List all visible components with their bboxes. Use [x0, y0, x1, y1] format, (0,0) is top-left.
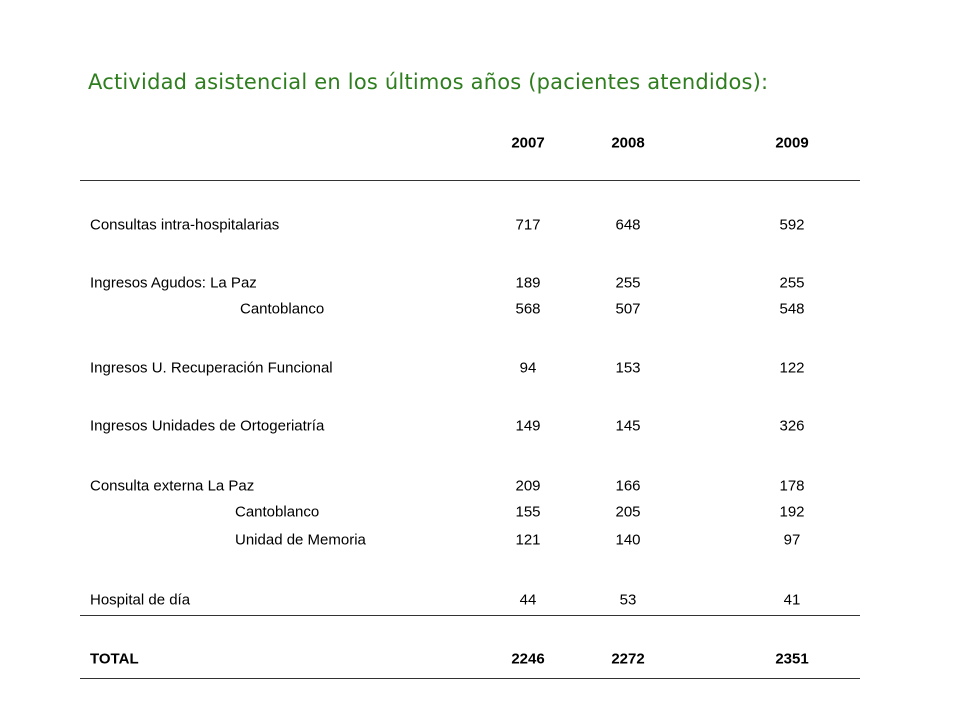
row-value: 717	[515, 216, 541, 234]
total-value: 2246	[511, 650, 545, 668]
row-value: 592	[779, 216, 805, 234]
row-label: Ingresos Agudos: La Paz	[90, 274, 257, 292]
header-rule	[80, 180, 860, 181]
page-title: Actividad asistencial en los últimos año…	[88, 70, 769, 94]
row-value: 121	[515, 531, 541, 549]
row-value: 189	[515, 274, 541, 292]
row-value: 548	[779, 300, 805, 318]
row-label: Consulta externa La Paz	[90, 477, 255, 495]
total-value: 2351	[775, 650, 809, 668]
row-label: Hospital de día	[90, 591, 191, 609]
total-value: 2272	[611, 650, 645, 668]
row-value: 149	[515, 417, 541, 435]
row-value: 178	[779, 477, 805, 495]
row-label: Cantoblanco	[235, 503, 320, 521]
row-value: 568	[515, 300, 541, 318]
row-value: 255	[779, 274, 805, 292]
row-label: Consultas intra-hospitalarias	[90, 216, 280, 234]
row-value: 326	[779, 417, 805, 435]
total-rule-bottom	[80, 678, 860, 679]
row-value: 153	[615, 359, 641, 377]
row-value: 205	[615, 503, 641, 521]
row-label: Unidad de Memoria	[235, 531, 366, 549]
year-header: 2008	[611, 134, 645, 152]
year-header: 2009	[775, 134, 809, 152]
year-header: 2007	[511, 134, 545, 152]
row-value: 166	[615, 477, 641, 495]
row-value: 209	[515, 477, 541, 495]
row-value: 648	[615, 216, 641, 234]
row-label: Ingresos Unidades de Ortogeriatría	[90, 417, 325, 435]
row-value: 53	[619, 591, 637, 609]
row-value: 507	[615, 300, 641, 318]
row-label: Ingresos U. Recuperación Funcional	[90, 359, 333, 377]
row-value: 140	[615, 531, 641, 549]
row-value: 94	[519, 359, 537, 377]
row-value: 97	[783, 531, 801, 549]
total-label: TOTAL	[90, 650, 139, 668]
row-value: 145	[615, 417, 641, 435]
row-value: 41	[783, 591, 801, 609]
row-value: 44	[519, 591, 537, 609]
row-value: 122	[779, 359, 805, 377]
total-rule-top	[80, 615, 860, 616]
row-value: 192	[779, 503, 805, 521]
row-value: 255	[615, 274, 641, 292]
row-label: Cantoblanco	[240, 300, 325, 318]
row-value: 155	[515, 503, 541, 521]
